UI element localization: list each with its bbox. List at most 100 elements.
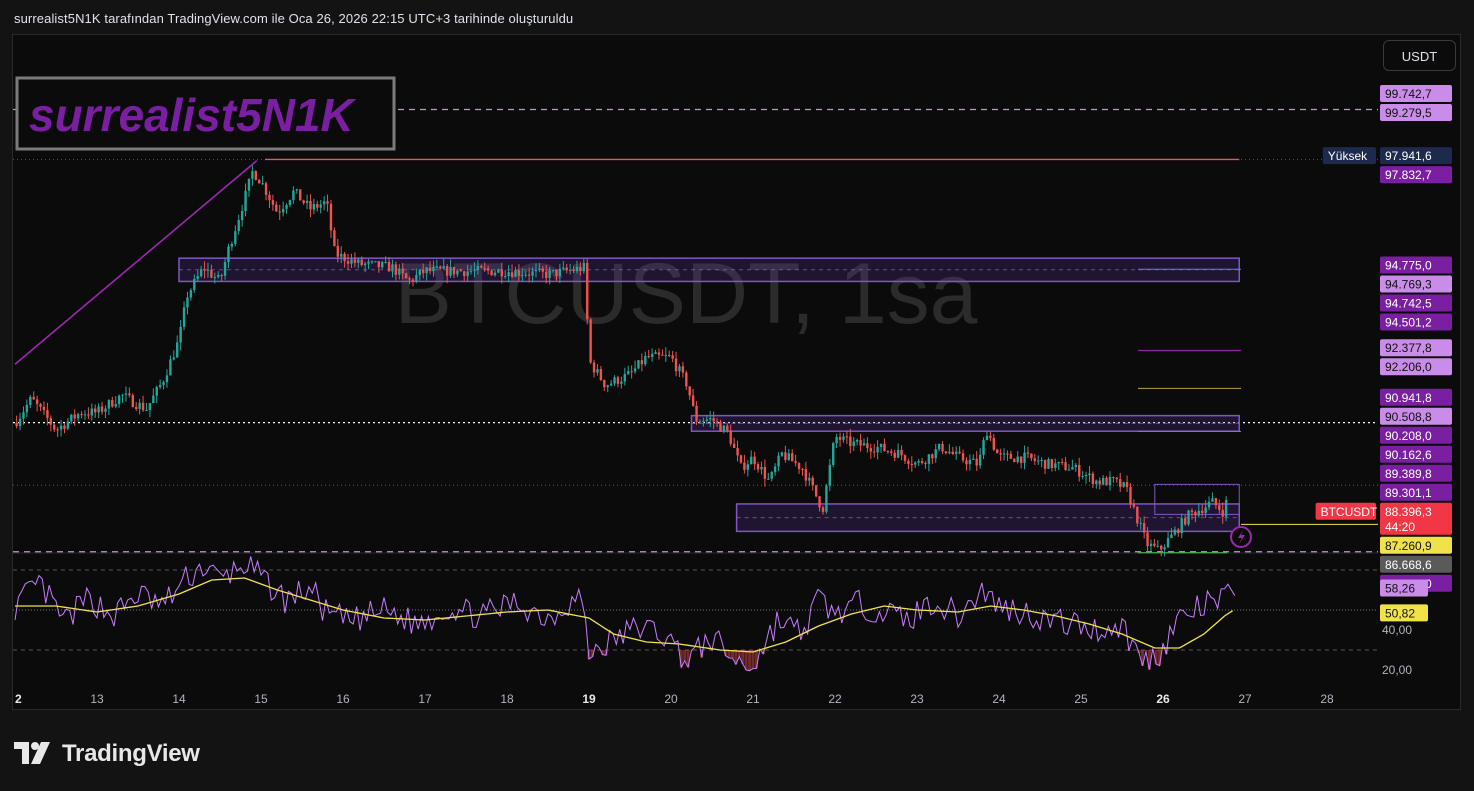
time-tick-17: 17 bbox=[418, 692, 432, 706]
candle-body bbox=[25, 404, 29, 413]
candle-body bbox=[510, 272, 514, 277]
candle-body bbox=[770, 472, 773, 479]
candle-body bbox=[1047, 459, 1050, 469]
candle-body bbox=[15, 422, 18, 427]
symbol-watermark: BTCUSDT, 1sa bbox=[394, 246, 977, 342]
candle-body bbox=[432, 266, 435, 272]
candle-body bbox=[715, 421, 719, 423]
candle-body bbox=[319, 204, 322, 208]
candle-body bbox=[1170, 534, 1173, 539]
price-label-box-8 bbox=[1380, 339, 1452, 357]
candle-body bbox=[1043, 459, 1047, 469]
candle-body bbox=[18, 418, 22, 427]
candle-body bbox=[1214, 498, 1218, 506]
candle-body bbox=[1078, 464, 1081, 477]
candle-body bbox=[1002, 453, 1006, 455]
price-label-box-10 bbox=[1380, 388, 1452, 406]
price-label-box-16 bbox=[1380, 502, 1452, 535]
candle-body bbox=[46, 409, 49, 419]
candle-body bbox=[285, 204, 288, 209]
candle-body bbox=[83, 414, 87, 416]
candle-body bbox=[968, 459, 972, 465]
tradingview-brand[interactable]: TradingView bbox=[62, 740, 200, 767]
candle-body bbox=[750, 456, 753, 465]
candle-body bbox=[182, 307, 186, 327]
currency-button[interactable]: USDT bbox=[1383, 40, 1456, 71]
time-tick-28: 28 bbox=[1320, 692, 1334, 706]
candle-body bbox=[104, 408, 107, 412]
candle-body bbox=[135, 406, 138, 410]
rsi-ma-line bbox=[15, 577, 1234, 653]
candle-body bbox=[722, 425, 726, 432]
candle-body bbox=[456, 270, 459, 275]
candle-body bbox=[1156, 545, 1160, 547]
candle-body bbox=[196, 276, 199, 279]
candle-body bbox=[141, 402, 145, 411]
candle-body bbox=[70, 414, 73, 422]
price-label-box-3 bbox=[1380, 166, 1452, 184]
time-tick-26: 26 bbox=[1156, 692, 1170, 706]
candle-body bbox=[709, 418, 712, 420]
candle-body bbox=[357, 259, 360, 263]
candle-body bbox=[220, 274, 223, 276]
author-watermark: surrealist5N1K bbox=[15, 76, 396, 151]
candle-body bbox=[992, 437, 996, 450]
candle-body bbox=[237, 220, 240, 232]
candle-body bbox=[825, 485, 828, 512]
candle-body bbox=[1211, 498, 1214, 502]
candle-body bbox=[292, 190, 295, 201]
candle-body bbox=[114, 404, 117, 407]
candle-body bbox=[121, 394, 124, 396]
candle-body bbox=[1115, 477, 1119, 480]
candle-body bbox=[924, 462, 927, 464]
candle-body bbox=[384, 261, 387, 263]
candle-body bbox=[811, 477, 814, 486]
candle-body bbox=[261, 183, 264, 185]
rsi-value-label-1: 50,82 bbox=[1385, 606, 1415, 620]
candle-body bbox=[401, 268, 404, 274]
candle-body bbox=[627, 371, 630, 374]
candle-body bbox=[791, 453, 794, 462]
price-label-7: 94.501,2 bbox=[1385, 315, 1432, 329]
candle-body bbox=[623, 373, 627, 382]
time-tick-27: 27 bbox=[1238, 692, 1252, 706]
candle-body bbox=[343, 253, 346, 262]
candle-body bbox=[428, 267, 432, 272]
price-label-box-14 bbox=[1380, 464, 1452, 482]
candle-body bbox=[203, 269, 206, 271]
candle-body bbox=[346, 261, 350, 264]
candle-body bbox=[271, 200, 275, 205]
candle-body bbox=[507, 272, 510, 277]
time-tick-2: 2 bbox=[15, 692, 22, 706]
candle-body bbox=[876, 447, 879, 453]
candle-body bbox=[1019, 456, 1023, 463]
rsi-group bbox=[13, 556, 1378, 672]
candle-body bbox=[685, 372, 688, 387]
candle-body bbox=[702, 420, 705, 422]
candle-body bbox=[490, 270, 493, 276]
candle-body bbox=[463, 271, 466, 277]
candle-body bbox=[223, 261, 227, 276]
price-axis: 99.742,7 99.279,5 97.941,6 Yüksek 97.832,7 94… bbox=[1315, 84, 1452, 677]
candle-body bbox=[934, 449, 937, 459]
price-label-box-2 bbox=[1380, 147, 1452, 165]
candle-body bbox=[1207, 501, 1211, 508]
chart-frame[interactable]: BTCUSDT, 1sa 99.742,7 99.279,5 97.941,6 Yüks… bbox=[12, 34, 1461, 710]
time-tick-21: 21 bbox=[746, 692, 760, 706]
tradingview-logo-icon[interactable] bbox=[14, 742, 54, 764]
candle-body bbox=[275, 204, 278, 212]
candle-body bbox=[155, 386, 158, 396]
candle-body bbox=[483, 267, 486, 269]
rsi-tick-0: 40,00 bbox=[1382, 623, 1412, 637]
candle-body bbox=[582, 262, 586, 272]
candle-body bbox=[719, 422, 722, 432]
candle-body bbox=[1071, 467, 1074, 470]
candle-body bbox=[736, 448, 739, 456]
candle-body bbox=[797, 462, 801, 469]
candle-body bbox=[367, 261, 370, 264]
price-tag-16: BTCUSDT bbox=[1321, 505, 1378, 519]
candle-body bbox=[1224, 499, 1228, 517]
candle-body bbox=[158, 384, 162, 387]
chart-canvas[interactable]: BTCUSDT, 1sa 99.742,7 99.279,5 97.941,6 Yüks… bbox=[13, 35, 1461, 710]
candle-body bbox=[551, 269, 555, 271]
